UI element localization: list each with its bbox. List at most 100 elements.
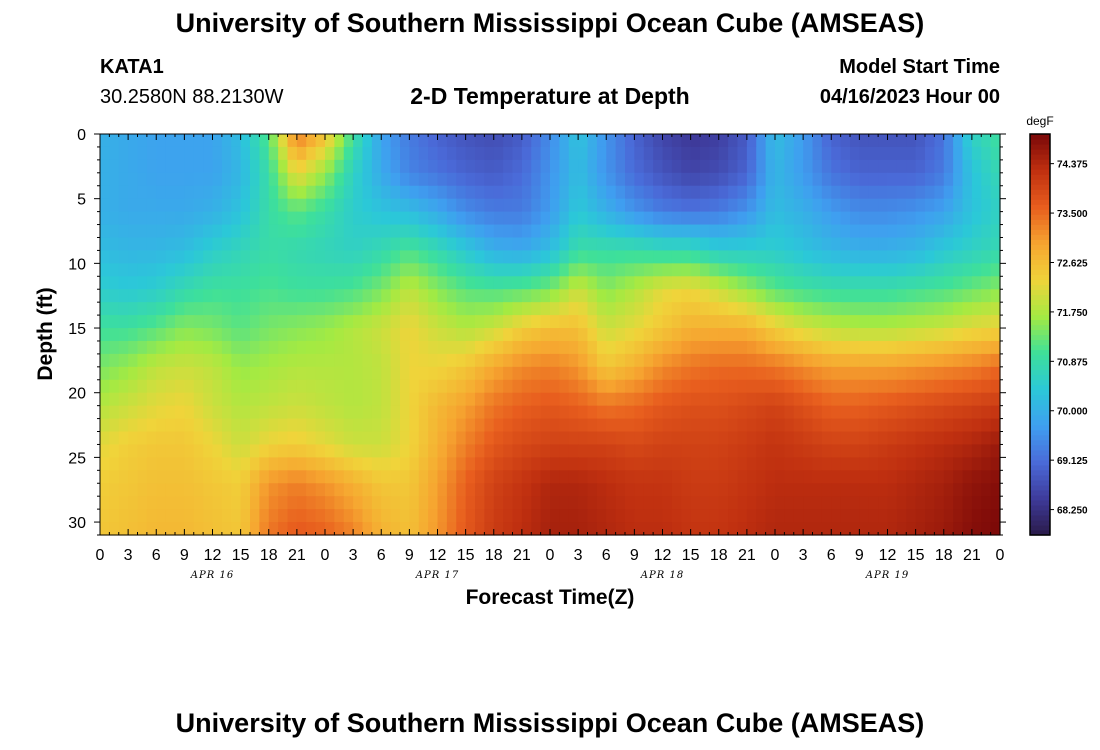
- heatmap-cell: [137, 392, 148, 407]
- y-tick-label: 25: [68, 450, 86, 467]
- heatmap-cell: [306, 379, 317, 394]
- heatmap-cell: [531, 392, 542, 407]
- heatmap-cell: [381, 353, 392, 368]
- heatmap-cell: [756, 159, 767, 174]
- heatmap-cell: [756, 315, 767, 329]
- heatmap-cell: [484, 211, 495, 226]
- heatmap-cell: [981, 172, 992, 187]
- heatmap-cell: [371, 431, 382, 446]
- heatmap-cell: [578, 302, 589, 316]
- heatmap-cell: [128, 431, 139, 446]
- heatmap-cell: [559, 328, 570, 342]
- heatmap-cell: [559, 134, 570, 148]
- heatmap-cell: [840, 276, 851, 290]
- heatmap-cell: [709, 211, 720, 226]
- heatmap-cell: [259, 185, 270, 200]
- heatmap-cell: [465, 289, 476, 303]
- heatmap-cell: [925, 250, 935, 264]
- heatmap-cell: [371, 172, 382, 187]
- heatmap-cell: [334, 483, 345, 497]
- heatmap-cell: [212, 340, 223, 355]
- heatmap-cell: [737, 522, 748, 536]
- heatmap-cell: [868, 366, 879, 381]
- heatmap-cell: [615, 444, 626, 458]
- heatmap-cell: [859, 263, 870, 277]
- heatmap-cell: [418, 457, 429, 471]
- heatmap-cell: [156, 418, 167, 433]
- heatmap-cell: [831, 340, 842, 355]
- heatmap-cell: [250, 328, 260, 342]
- heatmap-cell: [521, 509, 532, 523]
- heatmap-cell: [446, 457, 457, 471]
- heatmap-cell: [568, 328, 579, 342]
- heatmap-cell: [484, 263, 495, 277]
- heatmap-cell: [803, 289, 814, 303]
- colorbar-segment: [1030, 449, 1050, 456]
- heatmap-cell: [587, 276, 598, 290]
- heatmap-cell: [465, 392, 476, 407]
- heatmap-cell: [634, 353, 645, 368]
- heatmap-cell: [381, 366, 392, 381]
- heatmap-cell: [212, 134, 223, 148]
- heatmap-cell: [428, 276, 439, 290]
- heatmap-cell: [109, 418, 120, 433]
- heatmap-cell: [381, 431, 392, 446]
- heatmap-cell: [128, 237, 139, 252]
- heatmap-cell: [962, 315, 973, 329]
- colorbar-segment: [1030, 354, 1050, 361]
- heatmap-cell: [765, 276, 776, 290]
- heatmap-cell: [343, 522, 354, 536]
- heatmap-cell: [287, 146, 298, 161]
- heatmap-cell: [484, 522, 495, 536]
- heatmap-cell: [353, 146, 364, 161]
- heatmap-cell: [990, 392, 1001, 407]
- heatmap-cell: [221, 159, 232, 174]
- heatmap-cell: [540, 263, 551, 277]
- heatmap-cell: [681, 172, 692, 187]
- heatmap-cell: [231, 379, 242, 394]
- heatmap-cell: [353, 457, 364, 471]
- heatmap-cell: [390, 509, 401, 523]
- heatmap-cell: [550, 353, 560, 368]
- heatmap-cell: [540, 134, 551, 148]
- heatmap-cell: [521, 328, 532, 342]
- heatmap-cell: [606, 509, 617, 523]
- heatmap-cell: [137, 405, 148, 420]
- heatmap-cell: [709, 340, 720, 355]
- heatmap-cell: [662, 379, 673, 394]
- heatmap-cell: [653, 211, 664, 226]
- heatmap-cell: [878, 392, 889, 407]
- heatmap-cell: [353, 198, 364, 213]
- heatmap-cell: [418, 237, 429, 252]
- heatmap-cell: [775, 198, 785, 213]
- heatmap-cell: [840, 483, 851, 497]
- heatmap-cell: [381, 418, 392, 433]
- heatmap-cell: [859, 522, 870, 536]
- heatmap-cell: [784, 224, 795, 239]
- heatmap-cell: [615, 159, 626, 174]
- heatmap-cell: [868, 289, 879, 303]
- heatmap-cell: [596, 185, 607, 200]
- heatmap-cell: [793, 392, 804, 407]
- heatmap-cell: [718, 366, 729, 381]
- heatmap-cell: [962, 522, 973, 536]
- heatmap-cell: [906, 392, 917, 407]
- heatmap-cell: [287, 379, 298, 394]
- heatmap-cell: [268, 289, 279, 303]
- heatmap-cell: [212, 185, 223, 200]
- heatmap-cell: [118, 483, 129, 497]
- heatmap-cell: [353, 379, 364, 394]
- heatmap-cell: [878, 496, 889, 510]
- heatmap-cell: [840, 211, 851, 226]
- heatmap-cell: [953, 392, 964, 407]
- heatmap-cell: [587, 237, 598, 252]
- heatmap-cell: [100, 328, 110, 342]
- heatmap-cell: [100, 134, 110, 148]
- heatmap-cell: [925, 134, 935, 148]
- heatmap-cell: [859, 250, 870, 264]
- heatmap-cell: [775, 328, 785, 342]
- heatmap-cell: [465, 159, 476, 174]
- heatmap-cell: [268, 224, 279, 239]
- heatmap-cell: [428, 237, 439, 252]
- heatmap-cell: [587, 263, 598, 277]
